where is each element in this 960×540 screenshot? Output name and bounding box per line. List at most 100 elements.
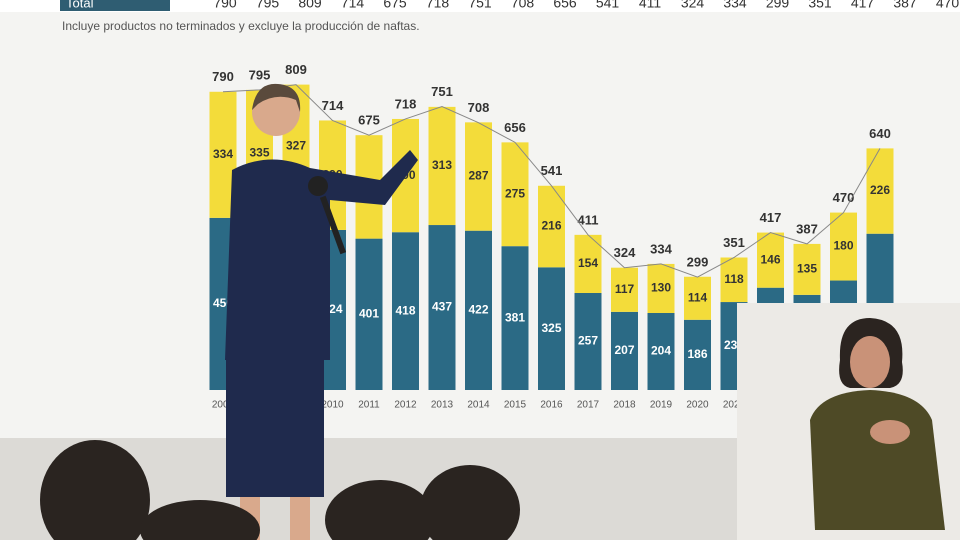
total-label: 417 — [760, 210, 782, 225]
bar-segment — [538, 267, 565, 390]
row-header — [60, 0, 170, 11]
bar-segment — [392, 232, 419, 390]
total-label: 675 — [358, 113, 380, 128]
row-value: 809 — [298, 0, 322, 11]
row-value: 751 — [468, 0, 492, 11]
bar-segment — [757, 232, 784, 288]
x-tick-label: 2007 — [212, 400, 235, 411]
segment-label: 257 — [578, 334, 598, 348]
x-tick-label: 2021 — [723, 400, 746, 411]
x-tick-label: 2016 — [540, 400, 563, 411]
row-value: 299 — [766, 0, 790, 11]
row-value: 795 — [256, 0, 280, 11]
segment-label: 146 — [760, 252, 780, 266]
segment-label: 114 — [688, 290, 708, 304]
segment-label: 422 — [468, 303, 488, 317]
segment-label: 117 — [615, 282, 635, 296]
row-value: 411 — [639, 0, 662, 11]
x-tick-label: 2017 — [577, 400, 600, 411]
total-label: 809 — [285, 62, 307, 77]
total-label: 795 — [249, 67, 271, 82]
total-row: 790 795 809 714 675 718 751 708 656 541 411 324 334 2… — [213, 0, 960, 11]
row-value: 387 — [893, 0, 917, 11]
row-value: 351 — [808, 0, 832, 11]
x-tick-label: 2011 — [358, 400, 380, 411]
total-label: 387 — [796, 221, 818, 236]
bar-segment — [684, 276, 711, 320]
row-value: 417 — [851, 0, 875, 11]
segment-label: 437 — [432, 300, 452, 314]
bar-segment — [501, 246, 529, 390]
row-value: 470 — [936, 0, 960, 11]
total-label: 411 — [578, 212, 599, 227]
bar-segment — [538, 185, 565, 268]
segment-label: 327 — [286, 138, 306, 152]
bar-segment — [611, 311, 638, 390]
x-tick-label: 2012 — [394, 400, 417, 411]
segment-label: 118 — [724, 272, 744, 286]
row-value: 718 — [426, 0, 450, 11]
bar-segment — [793, 243, 821, 295]
bar-segment — [830, 212, 857, 281]
row-label: Total — [66, 0, 94, 10]
segment-label: 381 — [505, 310, 525, 324]
row-value: 708 — [511, 0, 535, 11]
segment-label: 204 — [651, 344, 671, 358]
segment-label: 325 — [541, 321, 561, 335]
table-strip — [0, 0, 960, 12]
row-value: 324 — [681, 0, 705, 11]
segment-label: 275 — [505, 186, 525, 200]
segment-label: 154 — [578, 256, 598, 270]
segment-label: 287 — [468, 169, 488, 183]
bar-segment — [428, 225, 456, 390]
segment-label: 401 — [359, 306, 379, 320]
row-value: 541 — [596, 0, 620, 11]
row-value: 656 — [553, 0, 577, 11]
x-tick-label: 2018 — [613, 400, 636, 411]
bar-segment — [501, 142, 529, 247]
total-label: 790 — [212, 69, 234, 84]
total-label: 334 — [650, 241, 672, 256]
segment-label: 313 — [432, 158, 452, 172]
segment-label: 135 — [797, 262, 817, 276]
bar-segment — [647, 312, 675, 390]
x-tick-label: 2020 — [686, 400, 709, 411]
bar-segment — [611, 267, 638, 312]
segment-label: 216 — [541, 219, 561, 233]
bar-segment — [465, 230, 492, 390]
subtitle: Incluye productos no terminados y excluy… — [62, 19, 420, 33]
total-label: 751 — [431, 84, 453, 99]
segment-label: 334 — [213, 147, 233, 161]
bar-segment — [465, 122, 492, 231]
segment-label: 186 — [687, 347, 707, 361]
segment-label: 130 — [651, 281, 671, 295]
segment-label: 180 — [833, 239, 853, 253]
bar-segment — [428, 106, 456, 226]
segment-label: 207 — [614, 343, 634, 357]
audience — [40, 440, 520, 540]
total-label: 324 — [614, 245, 636, 260]
x-tick-label: 2015 — [504, 400, 527, 411]
segment-label: 335 — [249, 145, 269, 159]
row-value: 790 — [213, 0, 237, 11]
x-tick-label: 2013 — [431, 400, 454, 411]
total-line — [222, 84, 881, 278]
interpreter-inset — [737, 303, 960, 540]
total-label: 541 — [541, 163, 563, 178]
total-label: 718 — [395, 96, 417, 111]
row-value: 714 — [341, 0, 365, 11]
x-tick-label: 2010 — [321, 400, 344, 411]
bar-segment — [720, 257, 748, 303]
row-value: 675 — [383, 0, 407, 11]
speaker — [225, 83, 418, 540]
bar-segment — [647, 263, 675, 313]
bar-segment — [574, 292, 602, 390]
row-value: 334 — [723, 0, 747, 11]
x-tick-label: 2014 — [467, 400, 490, 411]
total-label: 640 — [869, 126, 891, 141]
segment-label: 418 — [395, 303, 415, 317]
segment-label: 226 — [870, 183, 890, 197]
bar-segment — [355, 238, 383, 390]
total-label: 708 — [468, 100, 490, 115]
total-label: 714 — [322, 98, 344, 113]
